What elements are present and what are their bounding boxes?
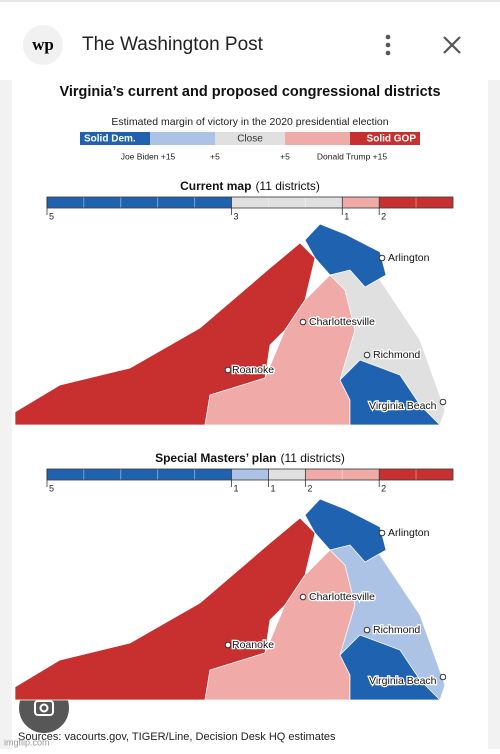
legend-label: Close xyxy=(237,134,263,145)
district-cell xyxy=(83,196,122,209)
margin xyxy=(0,80,12,749)
legend-tick: +5 xyxy=(280,151,290,161)
watermark: imgflip.com xyxy=(4,737,50,747)
margin xyxy=(488,80,500,749)
segment-count: 3 xyxy=(234,211,239,221)
logo: wp xyxy=(32,35,54,54)
segment-count: 2 xyxy=(307,483,312,493)
menu-icon[interactable] xyxy=(385,34,391,56)
logo-circle xyxy=(23,25,63,65)
district-cell xyxy=(341,468,380,481)
app-name: The Washington Post xyxy=(82,34,264,55)
district-cell xyxy=(83,468,122,481)
segment-count: 5 xyxy=(49,483,54,493)
source: Sources: vacourts.gov, TIGER/Line, Decis… xyxy=(18,731,336,743)
city-label: Arlington xyxy=(388,527,430,539)
city-label: Charlottesville xyxy=(309,591,375,603)
district-cell xyxy=(194,196,233,209)
panel-heading: Special Masters’ plan (11 districts) xyxy=(155,451,345,465)
state-map: Arlington Charlottesville Richmond Roanoke V… xyxy=(14,498,447,701)
bar-outline xyxy=(46,196,454,209)
heading-note: (11 districts) xyxy=(280,451,344,465)
heading-bold: Current map xyxy=(180,179,251,193)
district-region xyxy=(304,223,387,288)
legend-label: Solid Dem. xyxy=(84,134,136,145)
legend-label: Solid GOP xyxy=(367,134,417,145)
district-region xyxy=(339,634,441,701)
city-dot xyxy=(363,351,371,359)
district-cell xyxy=(304,196,343,209)
district-cell xyxy=(341,196,380,209)
segment-count: 1 xyxy=(344,211,349,221)
city-dot xyxy=(439,673,447,681)
city-dot xyxy=(224,641,232,649)
city-label: Richmond xyxy=(373,624,420,636)
district-cell xyxy=(267,468,306,481)
title: Virginia’s current and proposed congress… xyxy=(59,84,440,100)
segment-count: 1 xyxy=(270,483,275,493)
district-cell xyxy=(304,468,343,481)
state-map: Arlington Charlottesville Richmond Roanoke V… xyxy=(14,223,447,426)
city-label: Arlington xyxy=(388,252,430,264)
district-cell xyxy=(120,196,159,209)
district-cell xyxy=(378,468,417,481)
panel-heading: Current map (11 districts) xyxy=(180,179,320,193)
city-label: Roanoke xyxy=(232,364,274,376)
legend-tick: Donald Trump +15 xyxy=(317,151,387,161)
city-dot xyxy=(378,529,386,537)
legend-subtitle: Estimated margin of victory in the 2020 … xyxy=(111,116,388,128)
segment-count: 1 xyxy=(234,483,239,493)
district-cell xyxy=(231,468,269,481)
city-dot xyxy=(363,626,371,634)
segment-count: 2 xyxy=(381,211,386,221)
district-cell xyxy=(120,468,159,481)
district-cell xyxy=(415,196,454,209)
heading-bold: Special Masters’ plan xyxy=(155,451,276,465)
district-cell xyxy=(157,468,196,481)
city-label: Charlottesville xyxy=(309,316,375,328)
city-dot xyxy=(224,366,232,374)
lens-icon xyxy=(39,703,49,713)
legend-tick: +5 xyxy=(210,151,220,161)
district-cell xyxy=(415,468,454,481)
district-cell xyxy=(157,196,196,209)
bar-outline xyxy=(46,468,454,481)
district-cell xyxy=(46,468,85,481)
legend-tick: Joe Biden +15 xyxy=(121,151,176,161)
legend-bar xyxy=(80,132,420,145)
city-dot xyxy=(378,254,386,262)
district-cell xyxy=(267,196,306,209)
segment-count: 5 xyxy=(49,211,54,221)
close-icon[interactable] xyxy=(443,36,461,54)
segment-count: 2 xyxy=(381,483,386,493)
lens-icon xyxy=(34,700,54,716)
city-dot xyxy=(439,398,447,406)
district-cell xyxy=(378,196,417,209)
district-cell xyxy=(194,468,233,481)
district-region xyxy=(304,498,387,563)
district-region xyxy=(339,359,441,426)
heading-note: (11 districts) xyxy=(255,179,319,193)
district-cell xyxy=(231,196,269,209)
city-label: Richmond xyxy=(373,349,420,361)
city-label: Virginia Beach xyxy=(369,675,437,687)
city-label: Roanoke xyxy=(232,639,274,651)
city-dot xyxy=(299,593,307,601)
city-label: Virginia Beach xyxy=(369,400,437,412)
city-dot xyxy=(299,318,307,326)
district-cell xyxy=(46,196,85,209)
